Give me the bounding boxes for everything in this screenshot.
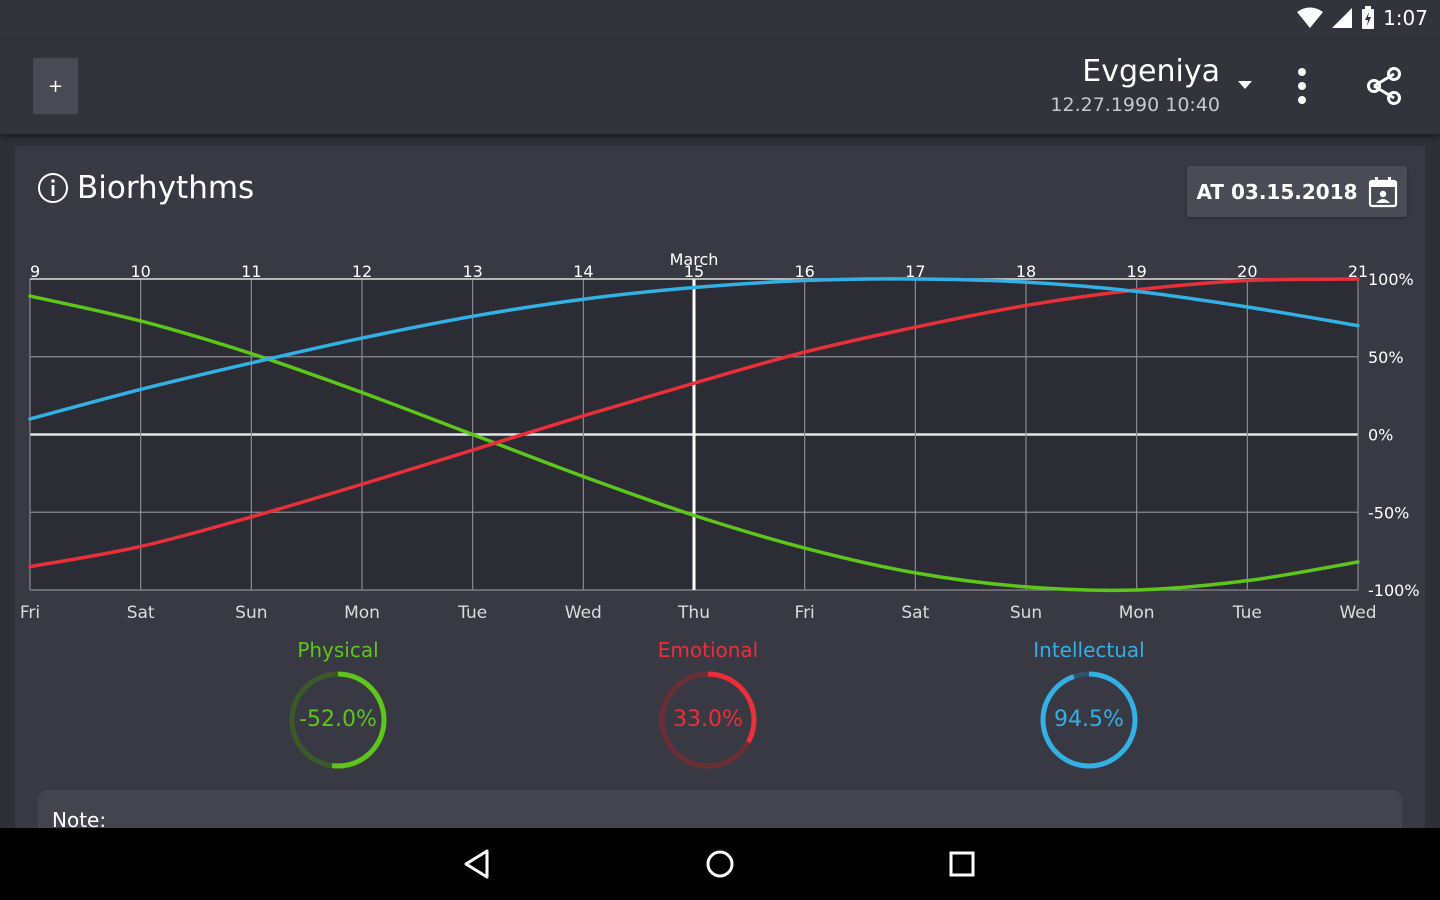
status-bar: 1:07 [0, 0, 1440, 40]
signal-icon [1332, 8, 1353, 28]
add-button-label: + [47, 75, 64, 97]
status-time: 1:07 [1383, 6, 1428, 30]
weekday-label: Tue [457, 603, 487, 623]
gauge-intellectual: Intellectual 94.5% [989, 638, 1189, 772]
card-header: Biorhythms [37, 170, 254, 206]
weekday-label: Tue [1232, 603, 1262, 623]
x-tick-label: 19 [1126, 262, 1146, 281]
gauge-value: 94.5% [1054, 707, 1124, 732]
gauge-ring-graphic [659, 671, 757, 769]
profile-birthdate: 12.27.1990 10:40 [1050, 94, 1220, 116]
navigation-bar [0, 828, 1440, 900]
y-tick-label: 50% [1368, 348, 1404, 367]
calendar-icon [1368, 176, 1397, 207]
x-tick-label: 10 [130, 262, 150, 281]
gauge-ring: 94.5% [1037, 668, 1141, 772]
more-vert-icon[interactable] [1290, 68, 1314, 104]
gauge-ring-graphic [1040, 671, 1138, 769]
card-title: Biorhythms [77, 170, 255, 206]
y-tick-label: -100% [1368, 581, 1420, 600]
gauge-ring: 33.0% [656, 668, 760, 772]
weekday-label: Sun [235, 603, 267, 623]
y-tick-label: 100% [1368, 270, 1414, 289]
gauge-physical: Physical -52.0% [238, 638, 438, 772]
x-tick-label: 11 [241, 262, 261, 281]
weekday-label: Wed [565, 603, 602, 623]
battery-icon [1362, 6, 1375, 29]
gauge-label: Emotional [657, 638, 759, 662]
x-tick-label: 14 [573, 262, 593, 281]
date-picker-label: AT 03.15.2018 [1196, 179, 1358, 204]
weekday-label: Sun [1010, 603, 1042, 623]
chevron-down-icon[interactable] [1236, 80, 1254, 90]
gauge-ring-graphic [289, 671, 387, 769]
home-icon[interactable] [704, 848, 736, 880]
weekday-label: Mon [1119, 603, 1155, 623]
info-icon[interactable] [37, 172, 69, 204]
profile-selector[interactable]: Evgeniya 12.27.1990 10:40 [1050, 52, 1220, 116]
x-tick-label: 21 [1348, 262, 1368, 281]
wifi-icon [1297, 7, 1324, 28]
gauge-value: -52.0% [299, 707, 377, 732]
y-tick-label: 0% [1368, 426, 1393, 445]
gauge-ring: -52.0% [286, 668, 390, 772]
x-tick-label: 20 [1237, 262, 1257, 281]
weekday-label: Fri [795, 603, 815, 623]
series-line-physical [28, 294, 1360, 593]
weekday-label: Thu [677, 603, 710, 623]
gauge-emotional: Emotional 33.0% [608, 638, 808, 772]
x-tick-label: 13 [462, 262, 482, 281]
add-button[interactable]: + [33, 58, 78, 114]
gauge-label: Intellectual [1033, 638, 1145, 662]
x-tick-label: 17 [905, 262, 925, 281]
y-tick-label: -50% [1368, 503, 1409, 522]
series-line-intellectual [28, 277, 1360, 421]
x-tick-label: 12 [352, 262, 372, 281]
date-picker-button[interactable]: AT 03.15.2018 [1187, 166, 1407, 217]
weekday-label: Wed [1339, 603, 1376, 623]
x-tick-label: 15 [684, 262, 704, 281]
weekday-label: Mon [344, 603, 380, 623]
gauge-value: 33.0% [673, 707, 743, 732]
recent-apps-icon[interactable] [948, 850, 976, 878]
app-bar: + Evgeniya 12.27.1990 10:40 [0, 40, 1440, 134]
x-tick-label: 16 [794, 262, 814, 281]
x-tick-label: 9 [30, 262, 40, 281]
x-tick-label: 18 [1016, 262, 1036, 281]
month-label: March [670, 250, 719, 269]
weekday-label: Sat [127, 603, 155, 623]
status-icons: 1:07 [1297, 6, 1428, 30]
weekday-label: Fri [20, 603, 40, 623]
weekday-label: Sat [901, 603, 929, 623]
share-icon[interactable] [1364, 66, 1404, 106]
profile-name: Evgeniya [1082, 54, 1220, 89]
back-icon[interactable] [462, 848, 492, 880]
gauge-label: Physical [297, 638, 379, 662]
